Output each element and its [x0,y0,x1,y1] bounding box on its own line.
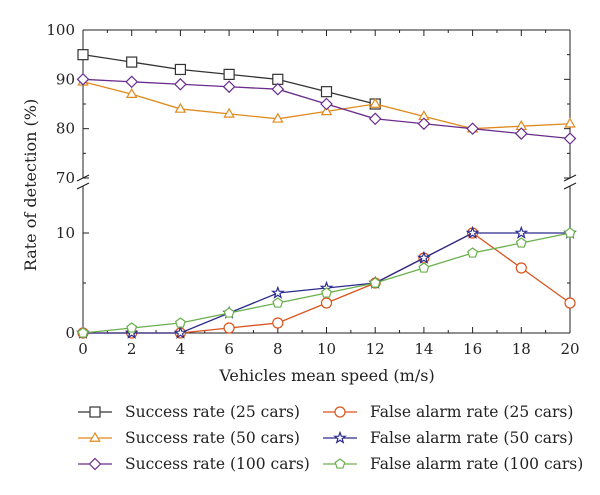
data-point [126,322,138,333]
y-tick-label: 80 [56,120,75,138]
y-tick-label: 0 [65,324,75,342]
data-point [272,297,284,308]
data-point [418,262,430,273]
x-tick-label: 8 [273,340,283,358]
legend: Success rate (25 cars) Success rate (50 c… [78,403,583,473]
x-tick-label: 2 [127,340,137,358]
data-point [466,122,479,136]
x-tick-label: 14 [414,340,433,358]
data-point [125,87,138,98]
legend-label: False alarm rate (50 cars) [370,429,573,447]
data-point [174,63,186,76]
x-tick-label: 16 [463,340,482,358]
y-axis: 70 80 90 100 0 10 [46,21,570,342]
data-point [417,117,431,131]
data-point [271,82,285,96]
legend-item: False alarm rate (100 cars) [323,455,583,473]
legend-label: Success rate (100 cars) [125,455,310,473]
x-axis-label: Vehicles mean speed (m/s) [218,366,434,385]
x-tick-label: 4 [176,340,186,358]
legend-item: Success rate (50 cars) [78,429,300,447]
series-3 [76,72,577,145]
data-point [564,297,576,309]
legend-item: Success rate (100 cars) [78,455,310,473]
series-layer [76,49,577,339]
legend-label: Success rate (25 cars) [125,403,300,421]
data-point [564,117,576,128]
data-point [223,307,235,318]
y-tick-label: 100 [46,21,75,39]
legend-item: False alarm rate (25 cars) [323,403,573,421]
x-axis: 0 2 4 6 8 10 12 14 16 18 20 [78,30,580,358]
x-tick-label: 6 [224,340,234,358]
data-point [173,325,188,339]
data-point [174,77,187,91]
data-point [564,227,576,238]
series-5 [76,225,577,339]
data-point [77,49,89,61]
data-point [174,317,186,328]
x-tick-label: 20 [560,340,579,358]
data-point [321,287,332,298]
data-point [76,72,90,86]
data-point [174,102,187,113]
data-point [515,237,527,248]
data-point [320,86,333,98]
legend-marker [88,457,102,471]
x-tick-label: 0 [78,340,88,358]
legend-item: Success rate (25 cars) [78,403,300,421]
y-tick-label: 90 [56,70,75,88]
data-point [465,225,480,239]
data-point [563,132,577,145]
data-point [368,112,382,126]
data-point [320,297,333,309]
data-point [320,105,333,116]
x-tick-label: 18 [512,340,531,358]
y-tick-label: 70 [56,169,75,187]
legend-marker [334,458,346,469]
data-point [270,285,285,299]
axis-break-left [76,182,90,190]
legend-item: False alarm rate (50 cars) [323,429,573,447]
y-tick-label: 10 [56,224,75,242]
data-point [369,97,381,108]
data-point [223,322,235,334]
data-point [223,107,235,118]
data-point [514,225,529,239]
legend-marker [89,406,101,418]
data-point [272,112,284,123]
legend-marker [89,431,101,442]
axis-break-right [563,182,577,190]
x-tick-label: 10 [317,340,336,358]
legend-marker [333,430,347,444]
legend-label: False alarm rate (100 cars) [370,455,583,473]
data-point [467,247,479,258]
series-1 [77,49,381,110]
data-point [369,277,381,288]
x-tick-label: 12 [366,340,385,358]
data-point [320,97,333,111]
data-point [77,327,89,338]
data-point [416,250,431,264]
data-point [222,80,236,94]
data-point [125,75,139,89]
data-point [514,127,528,140]
data-point [272,73,284,85]
legend-label: False alarm rate (25 cars) [370,403,573,421]
legend-marker [334,406,346,418]
data-point [515,262,527,274]
data-point [126,56,138,68]
series-6 [77,227,576,338]
data-point [272,317,284,329]
legend-label: Success rate (50 cars) [125,429,300,447]
data-point [223,68,235,81]
y-axis-label: Rate of detection (%) [21,99,40,271]
